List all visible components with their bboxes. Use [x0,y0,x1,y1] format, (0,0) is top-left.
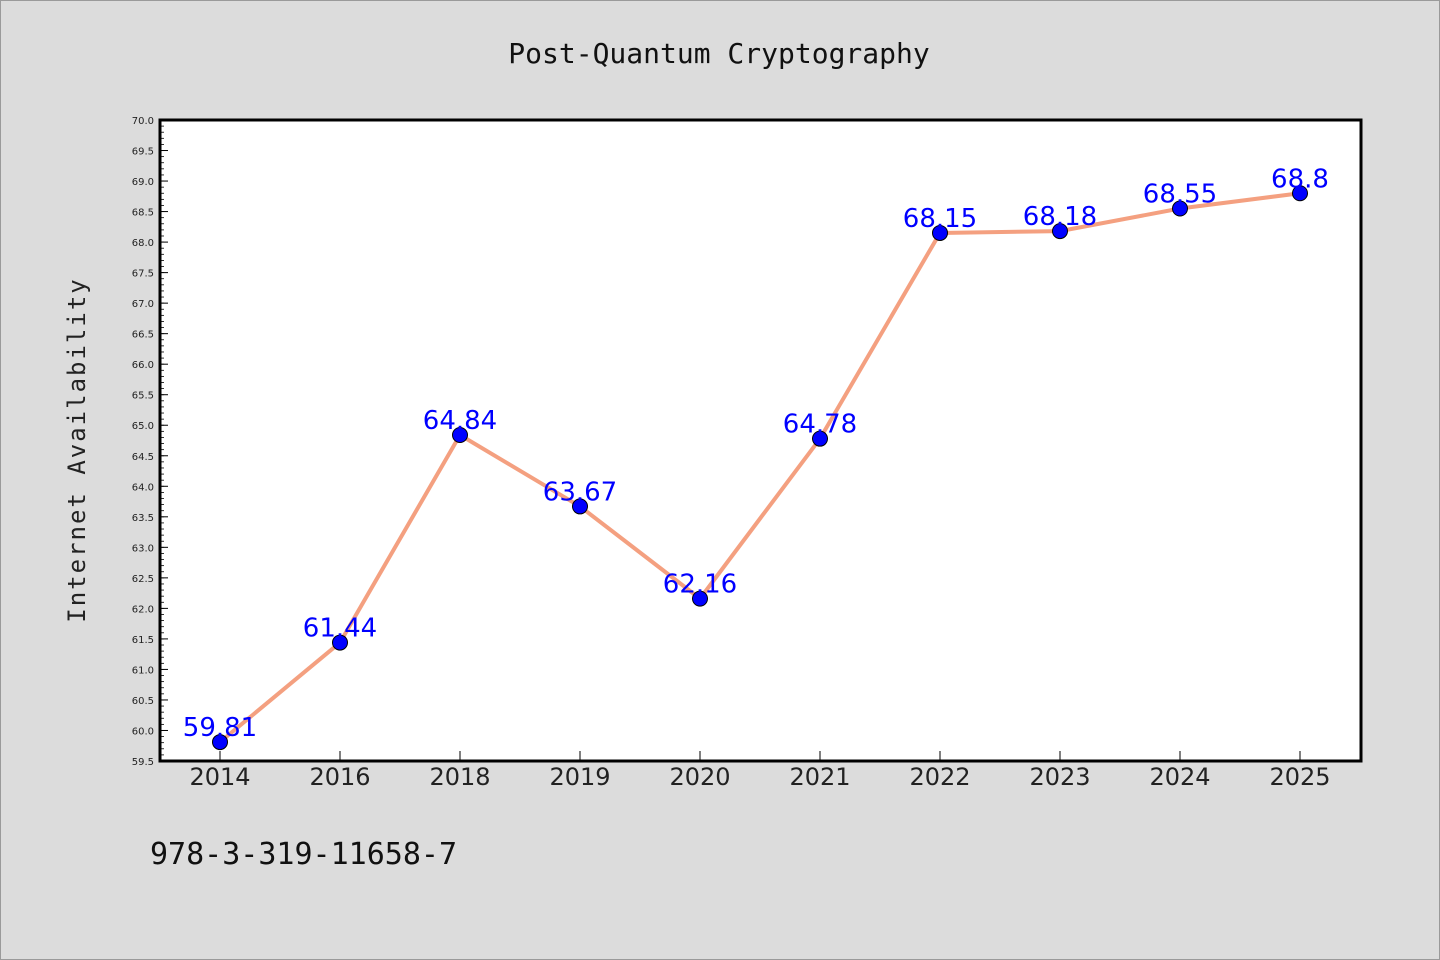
data-labels: 59.81 61.44 64.84 63.67 62.16 64.78 68.15 68.18… [183,164,1329,743]
chart-title: Post-Quantum Cryptography [508,37,929,70]
y-tick-label: 60.0 [132,726,154,737]
data-label: 64.84 [423,406,497,436]
series-line [218,191,1301,744]
y-tick-label: 64.0 [132,482,154,493]
y-tick-label: 65.0 [132,421,154,432]
y-tick-label: 59.5 [132,757,154,768]
x-tick-label: 2023 [1029,763,1090,791]
data-point [692,590,708,607]
x-tick-label: 2019 [549,763,610,791]
x-tick-label: 2025 [1269,763,1330,791]
y-tick-label: 61.0 [132,665,154,676]
y-tick-label: 69.5 [132,147,154,158]
data-point [1292,185,1308,202]
data-label: 64.78 [783,410,857,440]
y-tick-label: 60.5 [132,696,154,707]
y-tick-label: 67.0 [132,299,154,310]
x-tick-label: 2022 [909,763,970,791]
series-markers [212,185,1308,751]
y-tick-label: 62.0 [132,604,154,615]
data-point [452,427,468,444]
y-tick-label: 68.5 [132,208,154,219]
plot-area [160,120,1361,761]
data-point [212,734,228,751]
data-label: 61.44 [303,614,377,644]
y-axis-label: Internet Availability [63,277,91,622]
data-label: 68.18 [1023,202,1097,232]
data-label: 68.15 [903,204,977,234]
x-axis-ticks: 2014 2016 2018 2019 2020 2021 2022 2023 2024 2025 [189,751,1331,791]
x-tick-label: 2014 [189,763,250,791]
y-tick-label: 64.5 [132,452,154,463]
x-tick-label: 2021 [789,763,850,791]
plot-border [158,118,1363,763]
footnote-isbn: 978-3-319-11658-7 [150,837,457,872]
data-label: 63.67 [543,477,617,507]
data-point [1172,200,1188,217]
data-label: 68.8 [1271,164,1329,194]
x-tick-label: 2018 [429,763,490,791]
x-tick-label: 2020 [669,763,730,791]
data-point [812,430,828,447]
x-tick-label: 2016 [309,763,370,791]
y-tick-label: 70.0 [132,116,154,127]
data-point [572,498,588,515]
y-tick-label: 61.5 [132,635,154,646]
y-tick-label: 66.0 [132,360,154,371]
y-tick-label: 65.5 [132,391,154,402]
data-label: 59.81 [183,713,257,743]
data-label: 68.55 [1143,180,1217,210]
data-point [1052,223,1068,240]
y-tick-label: 67.5 [132,269,154,280]
data-point [332,634,348,651]
y-tick-label: 63.0 [132,543,154,554]
y-tick-label: 68.0 [132,238,154,249]
y-tick-label: 69.0 [132,177,154,188]
data-point [932,224,948,241]
y-tick-label: 63.5 [132,513,154,524]
x-tick-label: 2024 [1149,763,1210,791]
y-tick-label: 62.5 [132,574,154,585]
data-label: 62.16 [663,570,737,600]
y-tick-label: 66.5 [132,330,154,341]
